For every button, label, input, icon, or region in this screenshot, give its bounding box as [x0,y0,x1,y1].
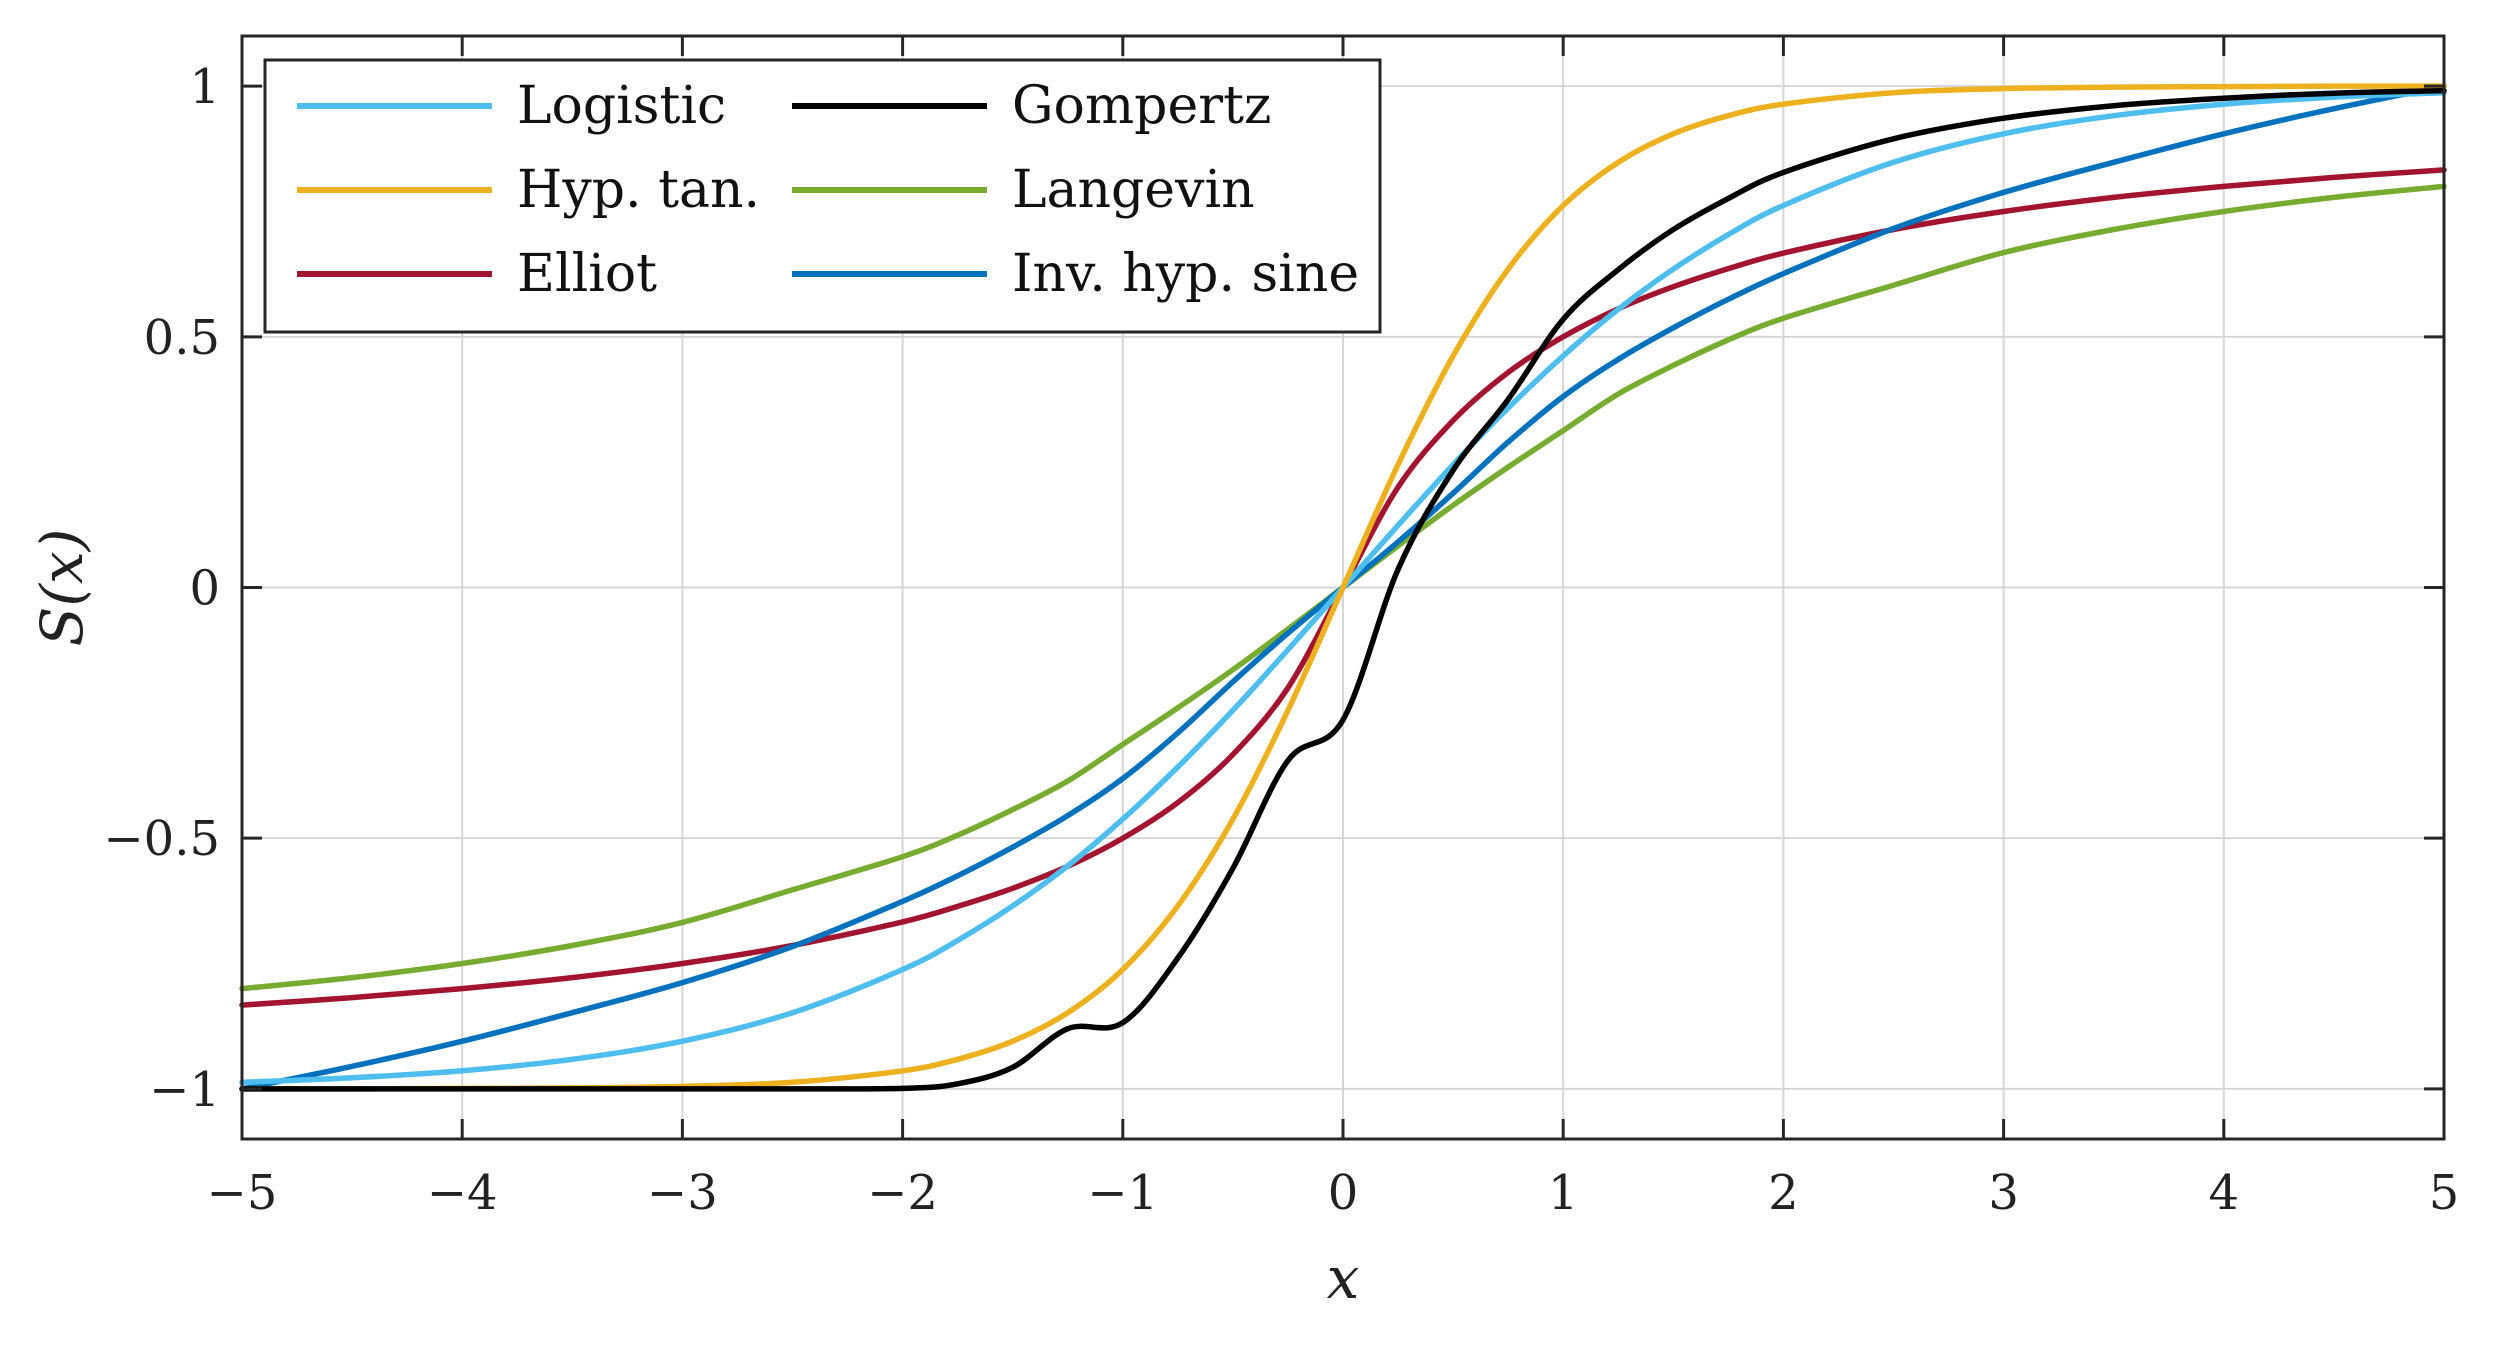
axis-ticks: −5 −4 −3 −2 −1 0 1 2 3 4 5 −1 −0.5 0 0.5 1 [103,36,2459,1221]
x-tick-label: −5 [207,1165,278,1221]
legend-label: Gompertz [1012,76,1271,136]
x-tick-label: −2 [867,1165,938,1221]
x-tick-label: 3 [1988,1165,2019,1221]
x-tick-label: 0 [1328,1165,1359,1221]
y-tick-label: 0 [189,561,220,617]
y-tick-label: −0.5 [103,811,220,867]
legend-label: Langevin [1012,160,1255,220]
series-lines [239,83,2447,1092]
x-tick-label: −4 [427,1165,498,1221]
x-tick-label: 2 [1768,1165,1799,1221]
x-tick-label: −3 [647,1165,718,1221]
series-line-hyp-tan [239,83,2447,1092]
x-tick-label: 5 [2429,1165,2460,1221]
legend-label: Inv. hyp. sine [1012,244,1359,304]
y-tick-label: 1 [189,59,220,115]
x-tick-label: 1 [1548,1165,1579,1221]
y-tick-label: −1 [149,1062,220,1118]
y-tick-label: 0.5 [144,310,220,366]
x-tick-label: 4 [2209,1165,2240,1221]
x-tick-label: −1 [1087,1165,1158,1221]
series-line-gompertz [239,87,2447,1092]
legend-label: Elliot [517,244,657,304]
legend: Logistic Gompertz Hyp. tan. Langevin Elliot I… [263,58,1382,334]
legend-label: Logistic [517,76,726,136]
x-axis-label: x [1327,1244,1360,1312]
y-axis-label: S(x) [28,529,96,647]
legend-label: Hyp. tan. [517,160,760,220]
